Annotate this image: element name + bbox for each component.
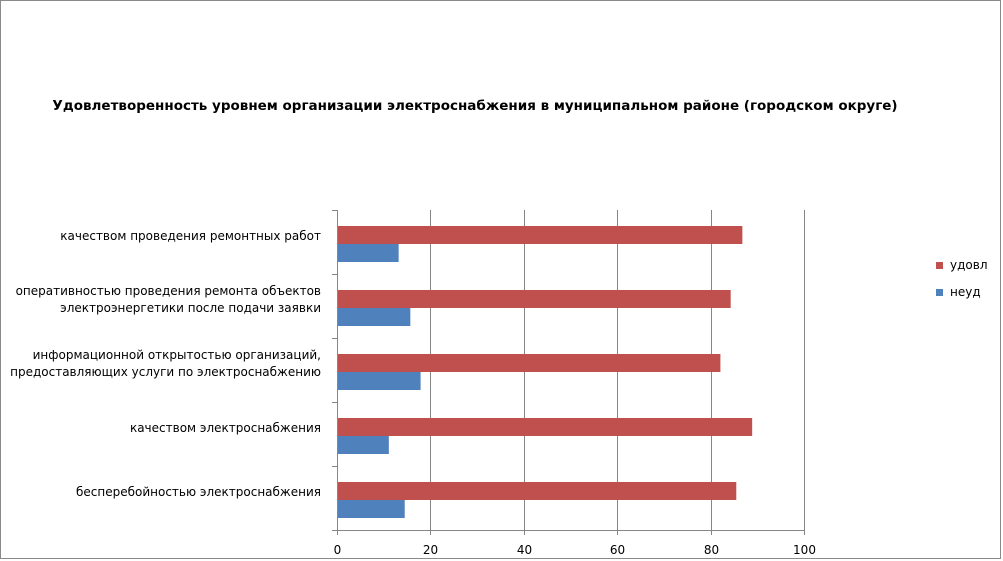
bar-удовл-1 [338, 290, 731, 308]
category-label: качеством электроснабжения [0, 420, 321, 437]
x-tick-label: 20 [423, 543, 438, 557]
category-label-line: бесперебойностью электроснабжения [75, 484, 321, 499]
legend-swatch [936, 261, 943, 269]
category-label-line: электроэнергетики после подачи заявки [60, 301, 321, 315]
bar-неуд-0 [338, 244, 399, 262]
x-tick-label: 60 [610, 543, 625, 557]
bar-удовл-0 [338, 226, 743, 244]
bar-неуд-1 [338, 308, 411, 326]
chart-title: Удовлетворенность уровнем организации эл… [52, 98, 898, 114]
legend-item-неуд: неуд [936, 285, 981, 299]
category-label-line: предоставляющих услуги по электроснабжен… [10, 365, 321, 379]
category-label-line: качеством проведения ремонтных работ [60, 228, 321, 243]
category-label: оперативностью проведения ремонта объект… [0, 283, 321, 317]
x-tick-label: 40 [517, 543, 532, 557]
bar-удовл-3 [338, 418, 753, 436]
legend-label: неуд [950, 285, 981, 299]
category-label-line: информационной открытостью организаций, [32, 348, 321, 362]
bar-неуд-4 [338, 500, 405, 518]
x-tick-label: 80 [704, 543, 719, 557]
x-tick-label: 0 [334, 543, 342, 557]
legend-item-удовл: удовл [936, 258, 987, 272]
x-tick-label: 100 [793, 543, 816, 557]
bar-удовл-4 [338, 482, 737, 500]
category-label: бесперебойностью электроснабжения [0, 484, 321, 501]
bar-удовл-2 [338, 354, 721, 372]
bar-неуд-2 [338, 372, 421, 390]
category-label: качеством проведения ремонтных работ [0, 228, 321, 245]
bar-неуд-3 [338, 436, 389, 454]
legend-label: удовл [950, 258, 988, 272]
category-label-line: качеством электроснабжения [129, 420, 321, 435]
category-label-line: оперативностью проведения ремонта объект… [15, 284, 321, 298]
legend-swatch [936, 288, 943, 296]
category-label: информационной открытостью организаций, п… [0, 347, 321, 381]
